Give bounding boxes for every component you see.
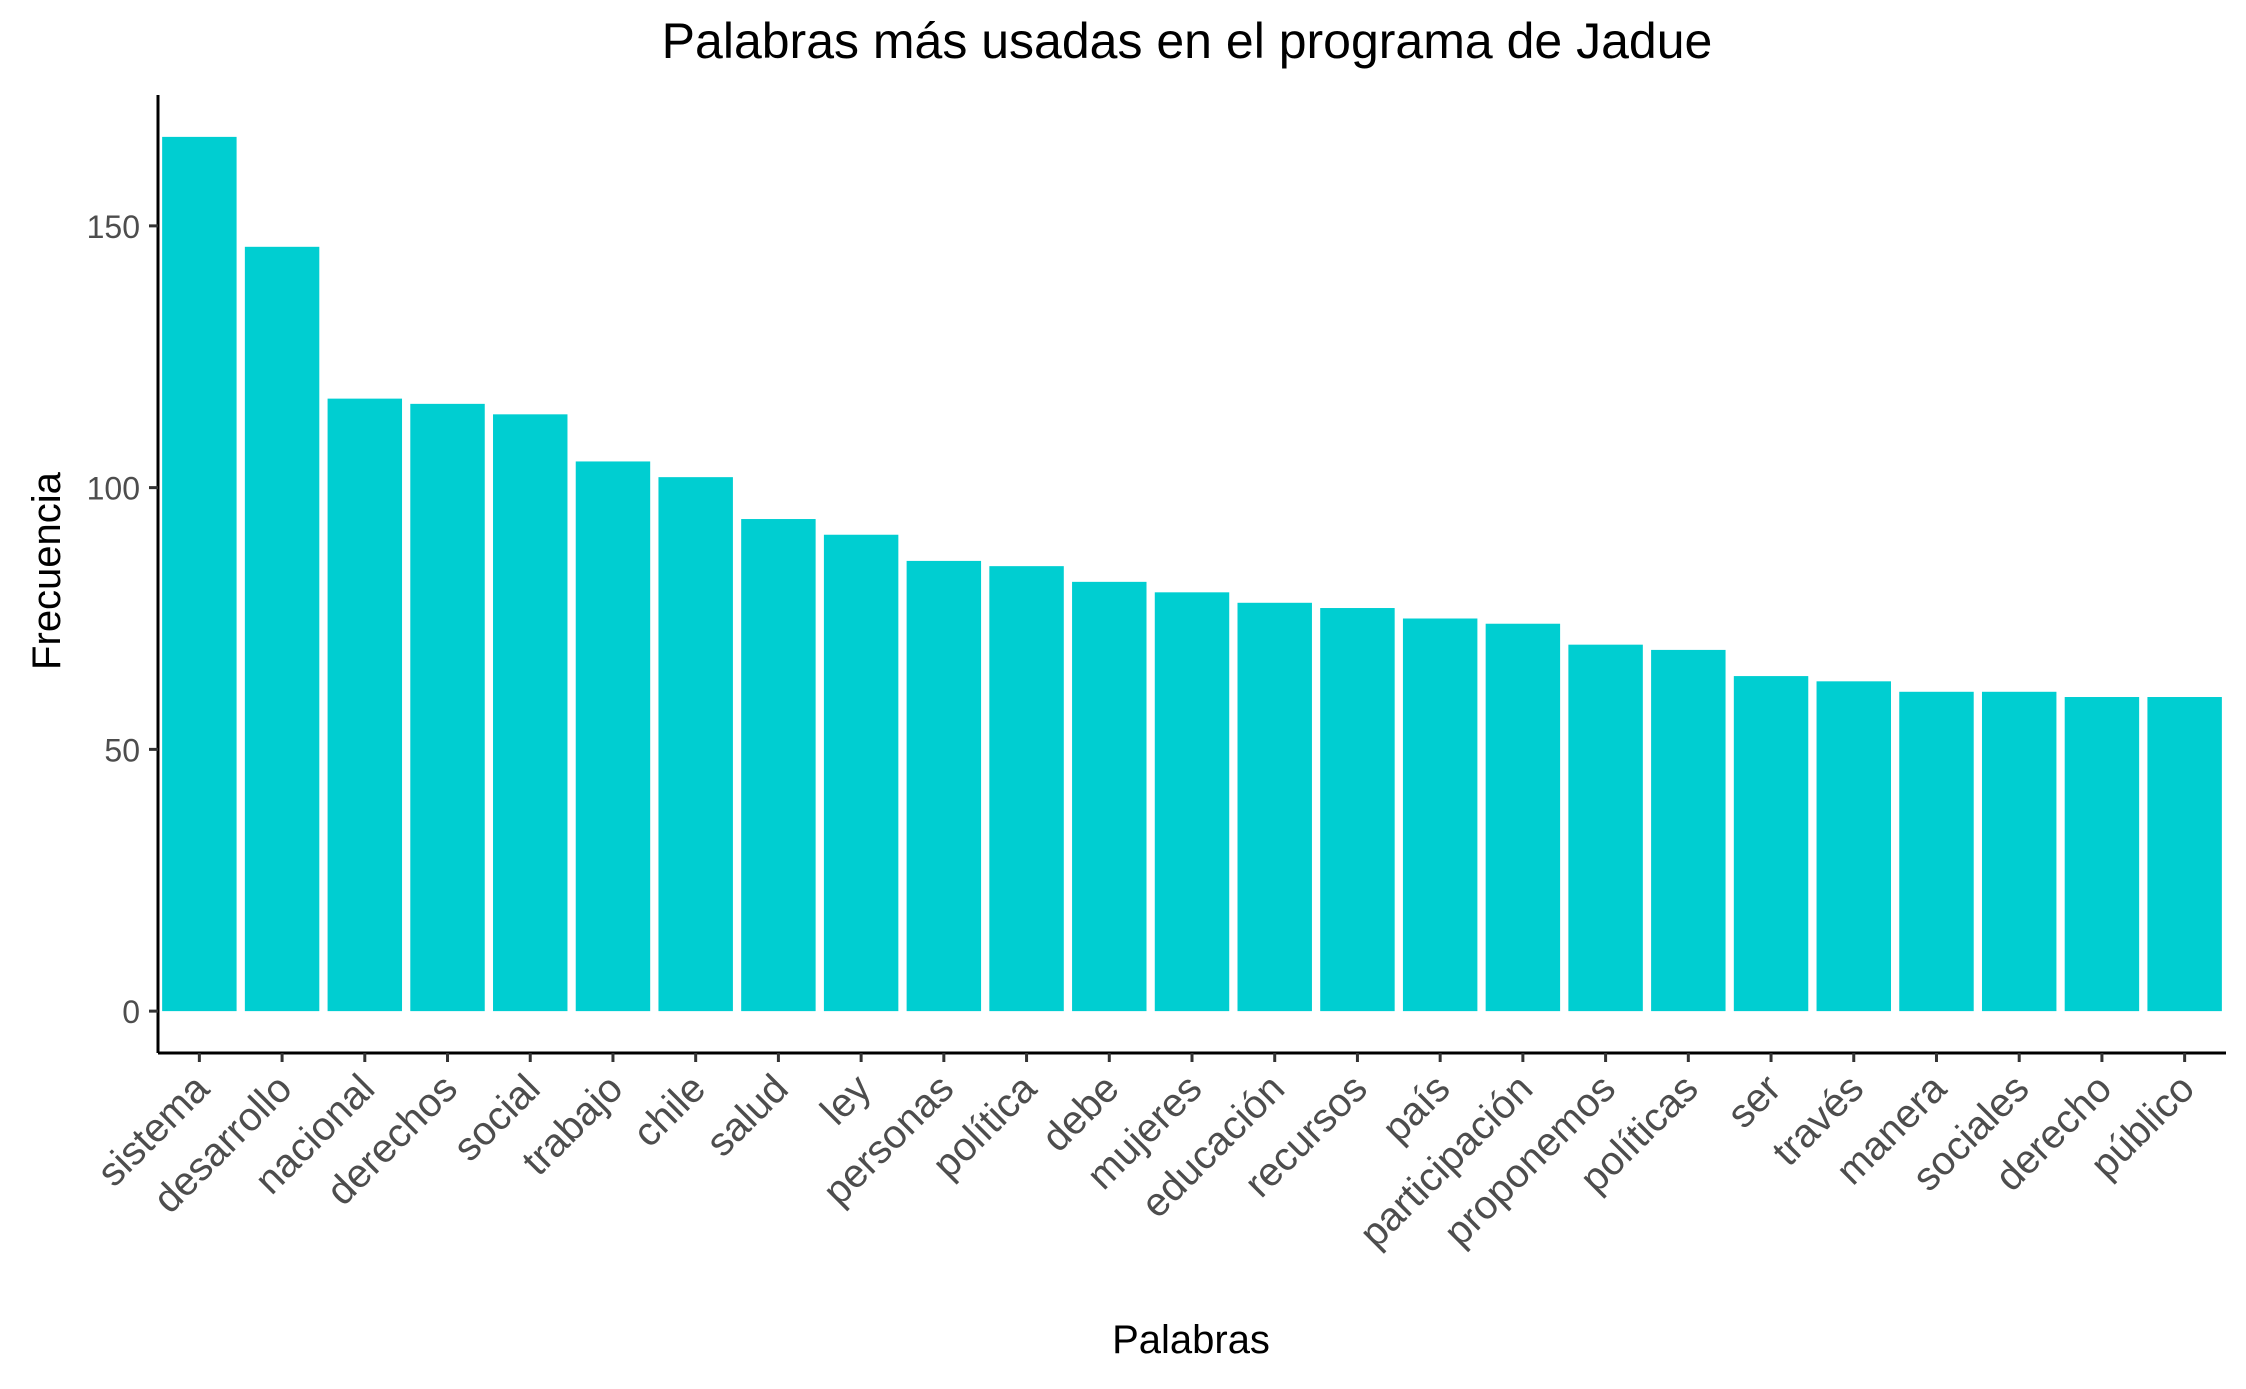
x-axis-title: Palabras: [1112, 1318, 1270, 1362]
bar-salud: [741, 519, 816, 1012]
bar-trabajo: [575, 461, 651, 1012]
bar-educacion: [1237, 602, 1312, 1012]
bar-traves: [1816, 681, 1891, 1012]
bar-derecho: [2064, 697, 2140, 1012]
chart-title: Palabras más usadas en el programa de Ja…: [662, 13, 1713, 69]
x-tick-label-salud: salud: [698, 1066, 797, 1165]
bar-chile: [658, 477, 733, 1012]
bar-nacional: [327, 398, 403, 1012]
bar-mujeres: [1154, 592, 1230, 1012]
bar-social: [493, 414, 568, 1012]
bar-derechos: [410, 403, 485, 1012]
bar-politicas: [1651, 649, 1726, 1012]
bar-personas: [906, 560, 982, 1012]
bar-publico: [2147, 697, 2222, 1012]
bar-participacion: [1485, 623, 1561, 1012]
y-axis: 0 50 100 150: [87, 95, 160, 1053]
y-tick-label-100: 100: [87, 471, 140, 507]
y-tick-label-50: 50: [104, 732, 140, 768]
bar-proponemos: [1568, 644, 1643, 1012]
bar-desarrollo: [244, 246, 320, 1012]
bar-sistema: [162, 136, 237, 1012]
bar-debe: [1072, 581, 1147, 1012]
bar-politica: [989, 566, 1064, 1012]
x-tick-label-ser: ser: [1719, 1066, 1789, 1136]
bar-ley: [823, 534, 899, 1012]
y-tick-label-0: 0: [122, 994, 140, 1030]
bar-recursos: [1320, 608, 1395, 1012]
y-tick-label-150: 150: [87, 209, 140, 245]
bar-pais: [1402, 618, 1478, 1012]
bar-ser: [1733, 676, 1809, 1012]
x-tick-label-chile: chile: [625, 1066, 714, 1155]
bar-manera: [1899, 691, 1974, 1012]
x-axis: sistemadesarrollonacionalderechossocialt…: [89, 1051, 2226, 1256]
bars-layer: [162, 136, 2222, 1012]
bar-sociales: [1981, 691, 2057, 1012]
y-axis-title: Frecuencia: [25, 471, 69, 670]
x-tick-label-ley: ley: [812, 1066, 879, 1133]
